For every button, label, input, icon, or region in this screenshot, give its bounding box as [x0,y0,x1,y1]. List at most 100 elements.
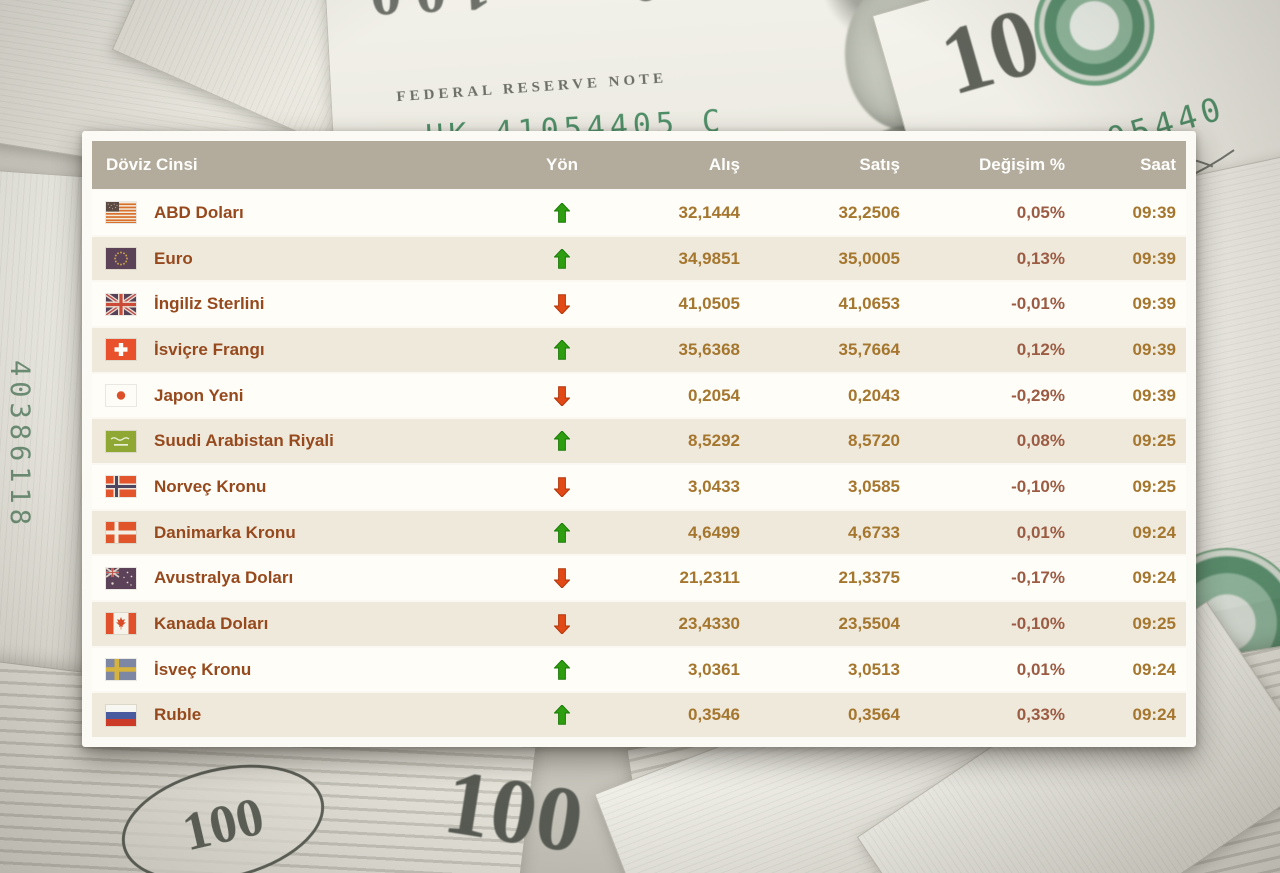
currency-cell: Danimarka Kronu [92,522,462,544]
table-row[interactable]: İngiliz Sterlini 41,0505 41,0653 -0,01% 09:3… [92,282,1186,329]
russia-flag-icon [106,704,136,726]
buy-value: 41,0505 [678,294,740,314]
direction-cell [462,522,662,543]
change-value: 0,05% [1016,202,1065,222]
down-arrow-icon [554,294,570,315]
currency-name: İsviçre Frangı [154,339,265,359]
currency-cell: Euro [92,248,462,269]
buy-value: 32,1444 [678,202,740,222]
currency-name: Suudi Arabistan Riyali [154,431,334,451]
header-buy: Alış [708,155,740,174]
currency-name: Avustralya Doları [154,568,294,588]
down-arrow-icon [554,614,570,634]
table-row[interactable]: Ruble 0,3546 0,3564 0,33% 09:24 [92,693,1186,738]
uk-flag-icon [106,293,136,315]
direction-cell [462,477,662,497]
table-row[interactable]: Suudi Arabistan Riyali 8,5292 8,5720 0,08% 0… [92,419,1186,466]
change-value: 0,33% [1016,705,1065,725]
currency-cell: İsviçre Frangı [92,339,462,361]
buy-value: 8,5292 [688,431,740,451]
table-row[interactable]: Japon Yeni 0,2054 0,2043 -0,29% 09:39 [92,373,1186,420]
saudi-arabia-flag-icon [106,430,136,452]
direction-cell [462,659,662,680]
sell-value: 35,0005 [838,248,900,268]
sell-value: 32,2506 [838,202,900,222]
change-value: 0,01% [1016,659,1065,679]
change-value: -0,29% [1011,385,1065,405]
table-row[interactable]: İsviçre Frangı 35,6368 35,7664 0,12% 09:39 [92,328,1186,374]
table-row[interactable]: Kanada Doları 23,4330 23,5504 -0,10% 09:25 [92,602,1186,648]
change-value: 0,12% [1016,339,1065,359]
sweden-flag-icon [106,659,136,681]
change-value: -0,10% [1011,476,1065,496]
currency-name: İngiliz Sterlini [154,294,265,314]
currency-name: İsveç Kronu [154,659,252,679]
header-time: Saat [1140,155,1176,174]
currency-cell: Suudi Arabistan Riyali [92,430,462,452]
currency-name: Japon Yeni [154,385,244,405]
up-arrow-icon [554,431,570,451]
table-row[interactable]: Danimarka Kronu 4,6499 4,6733 0,01% 09:24 [92,510,1186,557]
buy-value: 3,0433 [688,476,740,496]
time-value: 09:24 [1132,568,1176,588]
buy-value: 35,6368 [678,339,740,359]
buy-value: 0,2054 [688,385,740,405]
currency-cell: Ruble [92,704,462,726]
time-value: 09:25 [1132,613,1176,633]
up-arrow-icon [554,659,570,680]
direction-cell [462,614,662,634]
direction-cell [462,705,662,726]
currency-cell: İngiliz Sterlini [92,293,462,315]
time-value: 09:39 [1132,339,1176,359]
time-value: 09:24 [1132,659,1176,679]
down-arrow-icon [554,568,570,589]
sell-value: 3,0585 [848,476,900,496]
buy-value: 21,2311 [679,568,740,588]
japan-flag-icon [106,385,136,407]
time-value: 09:39 [1132,202,1176,222]
buy-value: 3,0361 [688,659,740,679]
up-arrow-icon [554,339,570,360]
sell-value: 23,5504 [838,613,900,633]
time-value: 09:24 [1132,705,1176,725]
canada-flag-icon [106,613,136,635]
currency-cell: Japon Yeni [92,385,462,407]
bill-denomination-right: 10 [929,0,1052,116]
currency-name: Kanada Doları [154,613,269,633]
direction-cell [462,248,662,269]
up-arrow-icon [554,705,570,726]
sell-value: 35,7664 [838,339,900,359]
time-value: 09:24 [1132,522,1176,542]
currency-cell: Avustralya Doları [92,567,462,589]
time-value: 09:39 [1132,248,1176,268]
exchange-rates-panel: Döviz Cinsi Yön Alış Satış Değişim % Saa… [82,131,1196,747]
buy-value: 4,6499 [688,522,740,542]
sell-value: 41,0653 [838,294,900,314]
up-arrow-icon [554,522,570,543]
table-row[interactable]: İsveç Kronu 3,0361 3,0513 0,01% 09:24 [92,647,1186,694]
us-flag-icon [106,202,136,224]
buy-value: 23,4330 [678,613,740,633]
table-row[interactable]: ABD Doları 32,1444 32,2506 0,05% 09:39 [92,191,1186,237]
table-row[interactable]: Norveç Kronu 3,0433 3,0585 -0,10% 09:25 [92,465,1186,511]
down-arrow-icon [554,385,570,406]
change-value: 0,01% [1016,522,1065,542]
sell-value: 4,6733 [848,522,900,542]
change-value: -0,10% [1011,613,1065,633]
up-arrow-icon [554,248,570,269]
switzerland-flag-icon [106,339,136,361]
direction-cell [462,568,662,589]
header-sell: Satış [859,155,900,174]
sell-value: 21,3375 [838,568,900,588]
change-value: 0,08% [1016,431,1065,451]
header-direction: Yön [545,155,579,174]
table-row[interactable]: Euro 34,9851 35,0005 0,13% 09:39 [92,236,1186,283]
currency-name: Danimarka Kronu [154,522,296,542]
currency-name: ABD Doları [154,202,244,222]
federal-reserve-note-text: FEDERAL RESERVE NOTE [395,70,668,106]
currency-name: Norveç Kronu [154,476,267,496]
direction-cell [462,294,662,315]
table-header-row: Döviz Cinsi Yön Alış Satış Değişim % Saa… [92,141,1186,191]
sell-value: 0,3564 [848,705,900,725]
table-row[interactable]: Avustralya Doları 21,2311 21,3375 -0,17% 09:… [92,556,1186,603]
